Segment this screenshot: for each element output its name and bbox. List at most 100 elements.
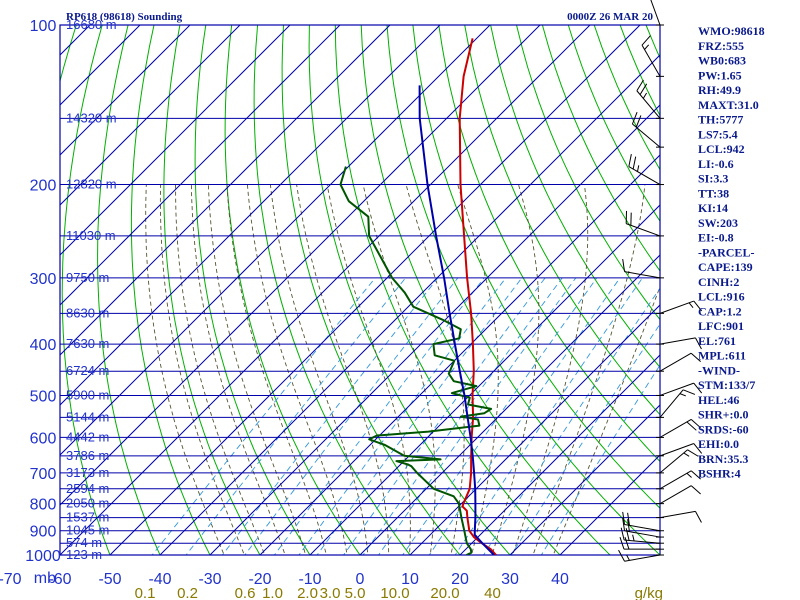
moist-adiabat-line	[296, 184, 390, 555]
mixing-ratio-tick-label: 10.0	[380, 585, 409, 600]
dry-adiabat-line	[516, 25, 660, 321]
dry-adiabat-line	[438, 25, 660, 463]
wind-barb	[656, 510, 702, 523]
isotherm-line	[60, 25, 241, 206]
isotherm-line	[109, 25, 641, 555]
temperature-tick-label: -50	[98, 571, 121, 588]
index-line: EHI:0.0	[698, 437, 739, 451]
mixing-ratio-line	[454, 277, 643, 555]
wind-barb-flag	[639, 83, 648, 95]
wind-barb-staff	[659, 352, 692, 372]
isotherm-line	[60, 25, 441, 406]
index-line: CAPE:139	[698, 260, 753, 274]
dry-adiabat-line	[61, 25, 111, 555]
index-line: MPL:611	[698, 349, 746, 363]
wind-barb-staff	[659, 443, 694, 457]
height-label: 12820 m	[66, 177, 117, 192]
plot-frame	[59, 24, 661, 556]
height-label: 7630 m	[66, 336, 109, 351]
index-line: LI:-0.6	[698, 157, 734, 171]
wind-barb-flag	[628, 154, 632, 167]
temperature-tick-label: -60	[48, 571, 71, 588]
moist-adiabat-line	[207, 184, 307, 555]
temperature-tick-label: 0	[356, 571, 365, 588]
wind-barb-flag	[620, 527, 625, 541]
wind-barb	[620, 527, 664, 544]
wind-barb-flag	[619, 537, 625, 550]
pressure-tick-label: 500	[30, 388, 57, 405]
wind-barb	[656, 470, 701, 490]
index-line: RH:49.9	[698, 83, 741, 97]
wind-barb-staff	[659, 418, 692, 438]
mixing-ratio-line	[428, 277, 621, 555]
wind-barb-staff	[624, 539, 661, 544]
wind-barb	[656, 389, 696, 418]
index-line: MAXT:31.0	[698, 98, 759, 112]
isotherm-line	[309, 204, 660, 555]
mixing-ratio-line	[151, 277, 376, 555]
wind-barb	[618, 549, 664, 562]
mixing-ratio-tick-label: 5.0	[345, 585, 366, 600]
wind-barb-staff	[624, 554, 661, 562]
pressure-tick-label: 700	[30, 466, 57, 483]
pressure-unit-label: mb	[34, 570, 56, 587]
wind-barb-staff	[659, 300, 694, 314]
moist-adiabat-line	[362, 184, 436, 555]
moist-adiabats	[145, 184, 660, 555]
moist-adiabat-line	[457, 184, 499, 555]
isotherm-line	[60, 25, 591, 555]
moist-adiabat-line	[175, 184, 266, 555]
dry-adiabat-line	[281, 25, 461, 555]
pressure-tick-label: 800	[30, 497, 57, 514]
moist-adiabat-line	[532, 184, 646, 555]
wind-barb-half-flag	[642, 92, 648, 99]
pressure-tick-label: 200	[30, 178, 57, 195]
wind-barb-staff	[626, 223, 661, 237]
index-line: EL:761	[698, 334, 736, 348]
wind-barb	[656, 443, 703, 457]
wind-barb	[622, 511, 664, 532]
wind-barb-flag	[695, 337, 702, 350]
temperature-tick-label: 40	[551, 571, 569, 588]
wind-barb-flag	[690, 485, 701, 495]
isotherms	[60, 25, 660, 555]
parcel-profile-line	[418, 85, 495, 555]
wind-barb	[622, 259, 664, 279]
wind-barb-half-flag	[636, 165, 640, 172]
index-line: HEL:46	[698, 393, 739, 407]
height-label: 3173 m	[66, 465, 109, 480]
mixing-ratio-line	[273, 277, 485, 555]
height-label: 9750 m	[66, 270, 109, 285]
mixing-ratio-labels: 0.1 0.2 0.6 1.0 2.0 3.0 5.0 10.0 20.0 40 g/kg	[135, 585, 663, 600]
height-labels: 16680 m 14320 m 12820 m 11030 m 9750 m 8630 m…	[66, 17, 117, 562]
wind-barb-half-flag	[679, 393, 686, 397]
wind-barb-half-flag	[626, 554, 630, 561]
moist-adiabat-line	[405, 184, 465, 555]
index-line: CAP:1.2	[698, 304, 742, 318]
wind-barb-staff	[659, 510, 696, 519]
pressure-tick-label: 1000	[25, 548, 61, 565]
wind-barb-flag	[632, 156, 637, 170]
mixing-ratio-line	[378, 277, 577, 555]
temperature-tick-label: -10	[298, 571, 321, 588]
moist-adiabat-line	[512, 184, 589, 555]
wind-barb-flag	[690, 470, 701, 480]
mixing-ratio-tick-label: 0.2	[177, 585, 198, 600]
height-label: 16680 m	[66, 17, 117, 32]
index-line: LCL:942	[698, 142, 745, 156]
dry-adiabat-line	[464, 25, 660, 416]
mixing-ratio-line	[402, 277, 598, 555]
wind-barb	[636, 79, 664, 119]
index-line: -PARCEL-	[698, 245, 754, 259]
pressure-axis-labels: 100 200 300 400 500 600 700 800 900 1000	[25, 18, 61, 565]
wind-barb-staff	[624, 271, 661, 279]
wind-barb-half-flag	[688, 302, 694, 309]
temperature-tick-label: -70	[0, 571, 22, 588]
wind-barb-half-flag	[644, 44, 650, 50]
wind-barb-flag	[624, 537, 630, 550]
isobars	[59, 24, 661, 556]
height-label: 6724 m	[66, 363, 109, 378]
wind-barb-flag	[693, 443, 703, 454]
isotherm-line	[60, 25, 191, 156]
